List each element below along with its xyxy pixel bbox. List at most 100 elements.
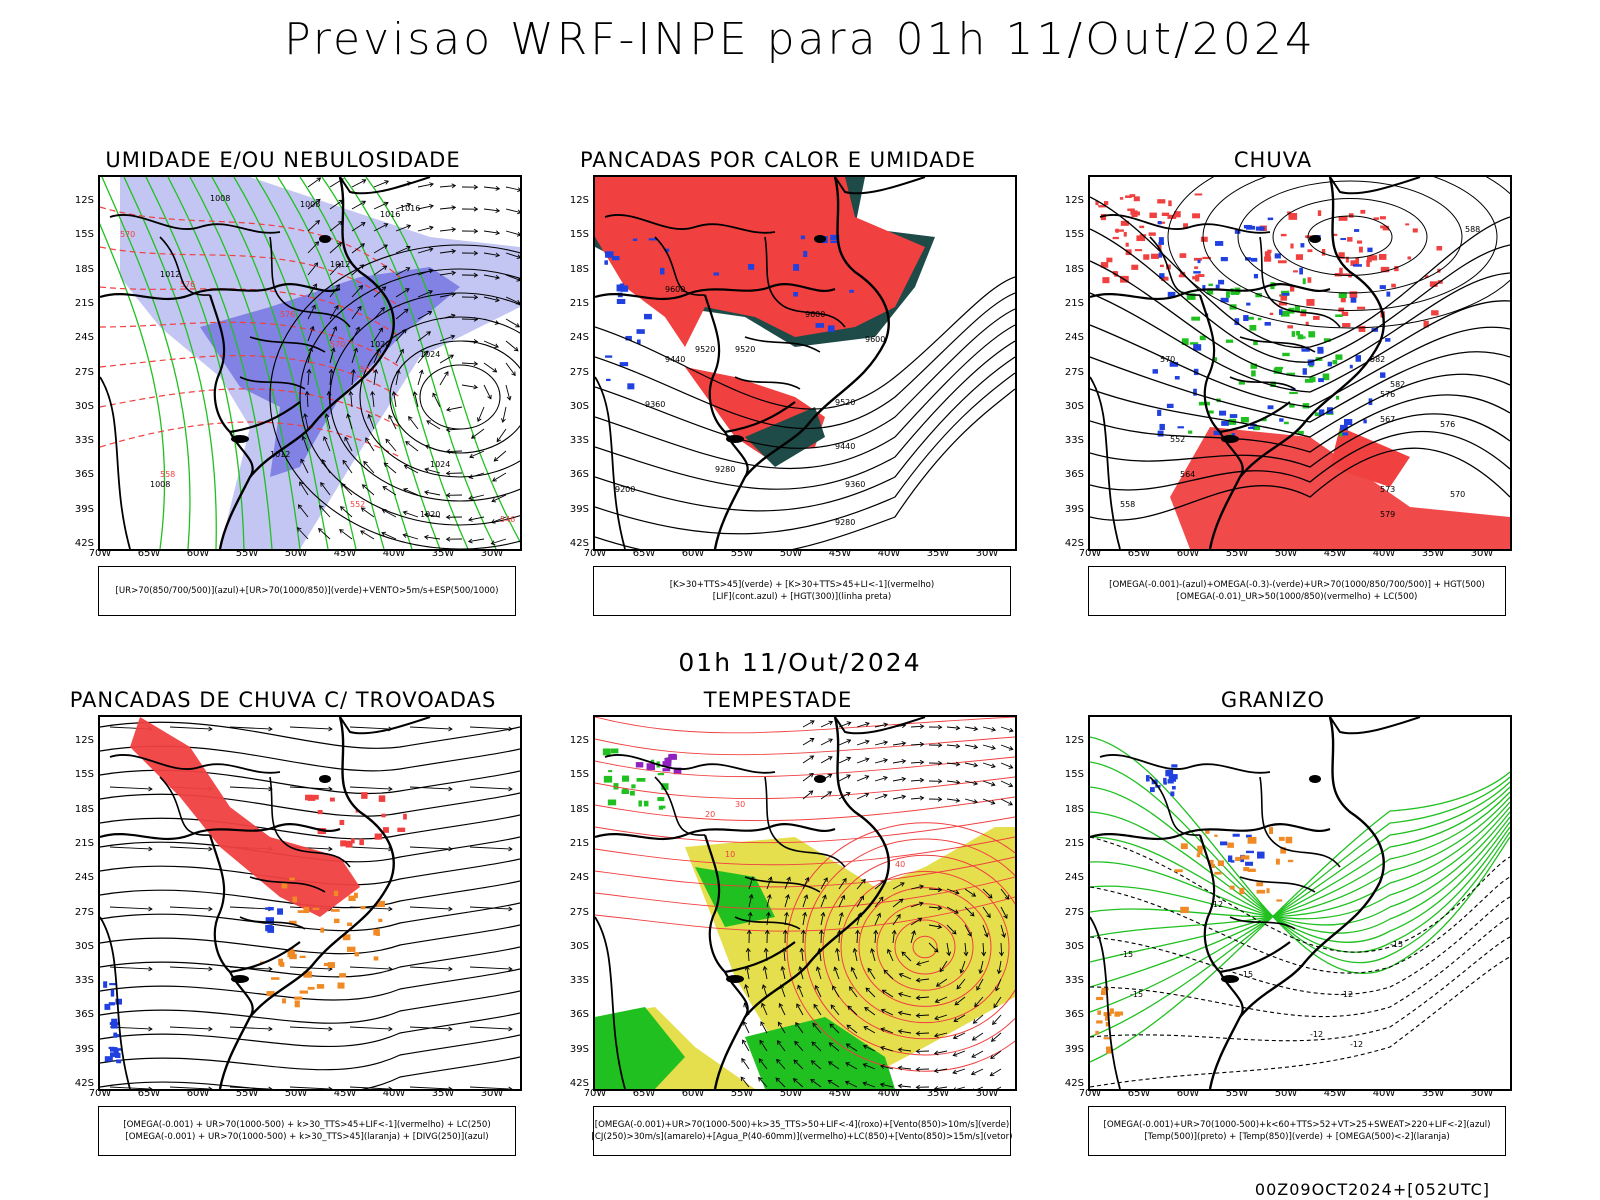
omega-blue-area xyxy=(1327,361,1333,367)
forecast-time-label: 01h 11/Out/2024 xyxy=(678,648,922,677)
hgt-label: 9600 xyxy=(865,335,885,344)
rain-red-area xyxy=(1119,197,1124,200)
omega-orange-area xyxy=(1280,847,1287,854)
wind-arrow xyxy=(413,391,419,408)
wind-arrow xyxy=(373,307,385,320)
wind-vector-head xyxy=(828,720,834,726)
wind-vector xyxy=(863,1045,876,1052)
wind-arrow xyxy=(329,242,342,254)
storm-orange-area xyxy=(279,962,285,967)
omega-blue-area xyxy=(1177,426,1184,429)
legend-line: [LIF](cont.azul) + [HGT(300)](linha pret… xyxy=(712,592,892,602)
wind-vector xyxy=(892,898,904,908)
wind-arrow xyxy=(329,326,337,342)
wind-arrow-head xyxy=(473,272,479,278)
streamline-arrow-head xyxy=(388,1026,393,1032)
wind-vector-head xyxy=(873,929,879,935)
divg-blue-area xyxy=(110,1048,118,1052)
wind-arrow xyxy=(328,391,331,408)
lat-tick-label: 33S xyxy=(74,435,94,447)
wind-vector-head xyxy=(810,720,815,725)
streamline-arrow-head xyxy=(388,786,393,792)
wind-vector-head xyxy=(915,977,921,983)
wind-vector xyxy=(799,966,804,980)
lat-tick-label: 12S xyxy=(569,195,589,206)
streamline-arrow xyxy=(229,1086,272,1089)
border-sc xyxy=(734,916,801,930)
wind-vector xyxy=(881,1009,894,1016)
omega-blue-area xyxy=(1167,291,1176,298)
wind-vector-head xyxy=(972,1019,978,1024)
coast-north xyxy=(339,717,431,735)
hgt500-contour xyxy=(1090,324,1510,408)
omega-orange-area xyxy=(1247,868,1256,872)
humidity-green-contour xyxy=(277,177,413,549)
wind-vector-head xyxy=(919,884,925,890)
temp-label: -12 xyxy=(1210,900,1223,909)
wind-vector xyxy=(1000,726,1014,732)
wind-vector-head xyxy=(775,1077,781,1083)
wind-arrow-head xyxy=(477,417,482,423)
storm-purple-area xyxy=(664,757,672,763)
wind-vector xyxy=(849,986,858,998)
wind-arrow-head xyxy=(423,534,429,540)
lon-tick-label: 40W xyxy=(382,1088,406,1099)
wind-arrow-head xyxy=(426,420,431,425)
wind-arrow xyxy=(471,428,485,439)
lat-tick-label: 15S xyxy=(1064,769,1084,781)
wind-vector-head xyxy=(953,1017,959,1022)
wind-vector-head xyxy=(1008,746,1014,751)
omega-green-area xyxy=(1199,335,1206,341)
streamline-arrow-head xyxy=(268,726,273,732)
wind-arrow xyxy=(368,414,375,430)
wind-vector xyxy=(810,1079,822,1088)
wind-vector xyxy=(910,761,924,764)
wind-vector xyxy=(971,1068,984,1075)
lon-tick-label: 50W xyxy=(284,1088,308,1099)
border-bolivia xyxy=(100,823,341,840)
lon-tick-label: 70W xyxy=(1078,1088,1102,1099)
lon-tick-label: 35W xyxy=(431,548,455,559)
hail-blue-area xyxy=(1257,851,1265,859)
wind-arrow-head xyxy=(429,182,434,188)
wind-vector-head xyxy=(883,722,889,728)
wind-vector-head xyxy=(864,792,870,798)
wind-vector-head xyxy=(934,1015,940,1021)
isobar-label: 1008 xyxy=(150,480,170,489)
wind-arrow-head xyxy=(380,306,385,312)
streamline-arrow xyxy=(169,726,212,730)
wind-arrow-head xyxy=(360,222,366,227)
border-sc xyxy=(239,916,306,930)
wind-vector xyxy=(793,1078,804,1088)
wind-arrow xyxy=(439,293,456,298)
rain-red-area xyxy=(1306,298,1315,306)
wind-vector xyxy=(883,969,894,980)
omega-blue-area xyxy=(1193,271,1201,274)
omega-blue-area xyxy=(1307,359,1315,366)
wind-vector xyxy=(802,877,809,890)
hgt-label: 9280 xyxy=(715,465,735,474)
lon-tick-label: 35W xyxy=(926,1088,950,1099)
wind-vector xyxy=(746,966,750,980)
rain-red-area xyxy=(1159,264,1164,268)
temp850-green-contour xyxy=(1090,781,1510,1013)
wind-vector xyxy=(964,924,972,937)
hgt300-contour xyxy=(595,340,1015,490)
lat-tick-label: 30S xyxy=(74,400,94,412)
omega-green-area xyxy=(1198,401,1203,406)
rain-red-area xyxy=(1114,229,1124,232)
storm-red-area xyxy=(374,836,381,840)
storm-purple-area xyxy=(673,767,682,775)
wind-arrow xyxy=(461,362,478,365)
wind-vector-head xyxy=(745,947,751,953)
wind-vector xyxy=(856,879,866,890)
wind-arrow-head xyxy=(385,438,391,444)
lif-blue-contour xyxy=(632,238,638,242)
wind-vector xyxy=(910,917,922,926)
coastline xyxy=(218,177,395,549)
wind-vector xyxy=(898,1048,912,1052)
lon-tick-label: 30W xyxy=(975,1088,999,1099)
streamline-arrow xyxy=(289,726,332,730)
rain-red-area xyxy=(1100,213,1107,221)
wind-vector xyxy=(982,798,995,805)
